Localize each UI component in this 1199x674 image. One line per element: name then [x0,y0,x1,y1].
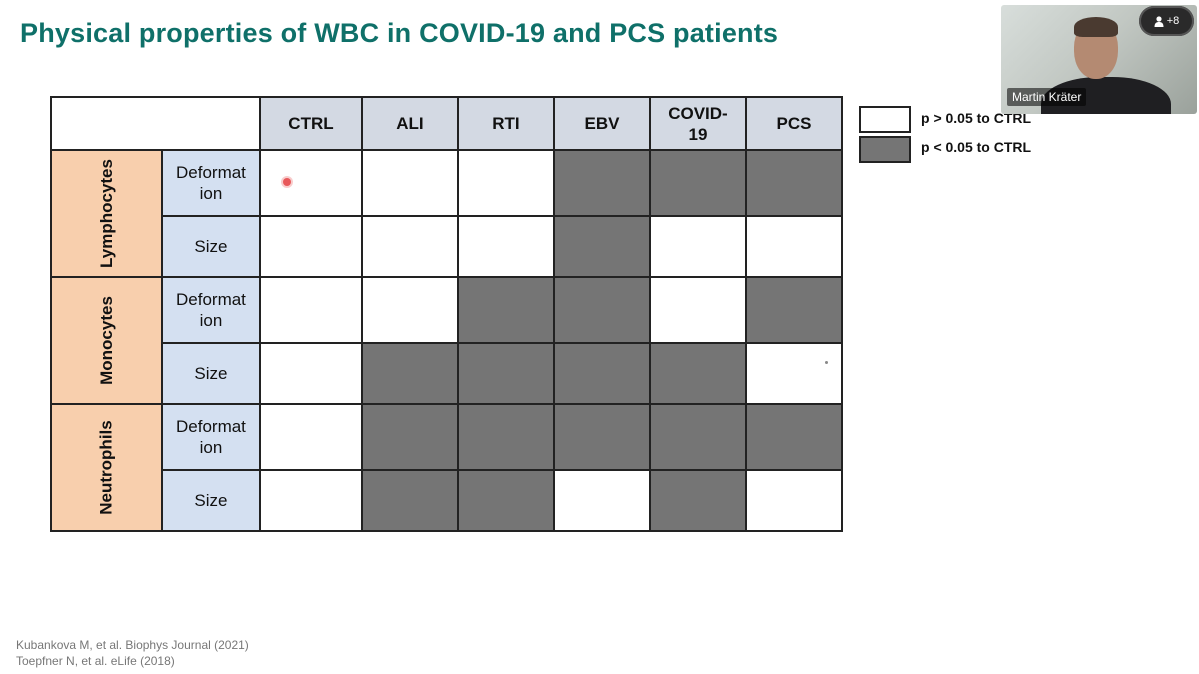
significant-cell [648,149,747,217]
column-header: ALI [360,96,459,151]
significant-cell [552,276,651,344]
nonsignificant-cell [258,149,363,217]
significant-cell [648,342,747,405]
nonsignificant-cell [258,403,363,471]
property-label: Deformat ion [160,149,261,217]
significant-cell [360,342,459,405]
reference-1: Kubankova M, et al. Biophys Journal (202… [16,638,249,652]
nonsignificant-cell [552,469,651,532]
nonsignificant-cell [258,342,363,405]
person-icon [1154,15,1164,27]
results-table: CTRL ALI RTI EBV COVID- 19 PCS Lymphocytes Defo… [50,96,843,532]
significant-cell [552,342,651,405]
significant-cell [456,276,555,344]
nonsignificant-cell [258,215,363,278]
significant-cell [744,276,843,344]
significant-cell [360,469,459,532]
row-group-label: Monocytes [50,276,163,405]
legend-label-significant: p < 0.05 to CTRL [921,139,1032,155]
row-group-label: Neutrophils [50,403,163,532]
significant-cell [552,149,651,217]
row-group-label: Lymphocytes [50,149,163,278]
column-header: PCS [744,96,843,151]
significant-cell [552,403,651,471]
legend-label-nonsignificant: p > 0.05 to CTRL [921,110,1032,126]
significant-cell [744,403,843,471]
significant-cell [552,215,651,278]
nonsignificant-cell [744,342,843,405]
property-label: Size [160,469,261,532]
property-label: Size [160,215,261,278]
significant-cell [744,149,843,217]
nonsignificant-cell [456,149,555,217]
significant-cell [456,403,555,471]
participants-count-button[interactable]: +8 [1139,6,1194,36]
reference-2: Toepfner N, et al. eLife (2018) [16,654,175,668]
significant-cell [456,342,555,405]
row-group-text: Neutrophils [96,420,116,515]
slide-title: Physical properties of WBC in COVID-19 a… [20,18,779,48]
nonsignificant-cell [258,469,363,532]
column-header: CTRL [258,96,363,151]
legend-swatch-significant [859,136,911,163]
nonsignificant-cell [258,276,363,344]
row-group-text: Lymphocytes [96,159,116,268]
nonsignificant-cell [360,276,459,344]
row-group-text: Monocytes [96,296,116,385]
nonsignificant-cell [360,149,459,217]
stray-dot [825,361,828,364]
nonsignificant-cell [744,469,843,532]
column-header: RTI [456,96,555,151]
column-header: COVID- 19 [648,96,747,151]
legend-swatch-nonsignificant [859,106,911,133]
nonsignificant-cell [360,215,459,278]
nonsignificant-cell [456,215,555,278]
significant-cell [648,403,747,471]
nonsignificant-cell [744,215,843,278]
property-label: Deformat ion [160,403,261,471]
pointer-cursor [283,178,291,186]
participant-hair [1074,17,1118,37]
participants-count: +8 [1166,15,1180,27]
table-corner [50,96,261,151]
property-label: Deformat ion [160,276,261,344]
significant-cell [360,403,459,471]
nonsignificant-cell [648,215,747,278]
participant-name-label: Martin Kräter [1007,88,1087,106]
nonsignificant-cell [648,276,747,344]
property-label: Size [160,342,261,405]
column-header: EBV [552,96,651,151]
significant-cell [648,469,747,532]
significant-cell [456,469,555,532]
